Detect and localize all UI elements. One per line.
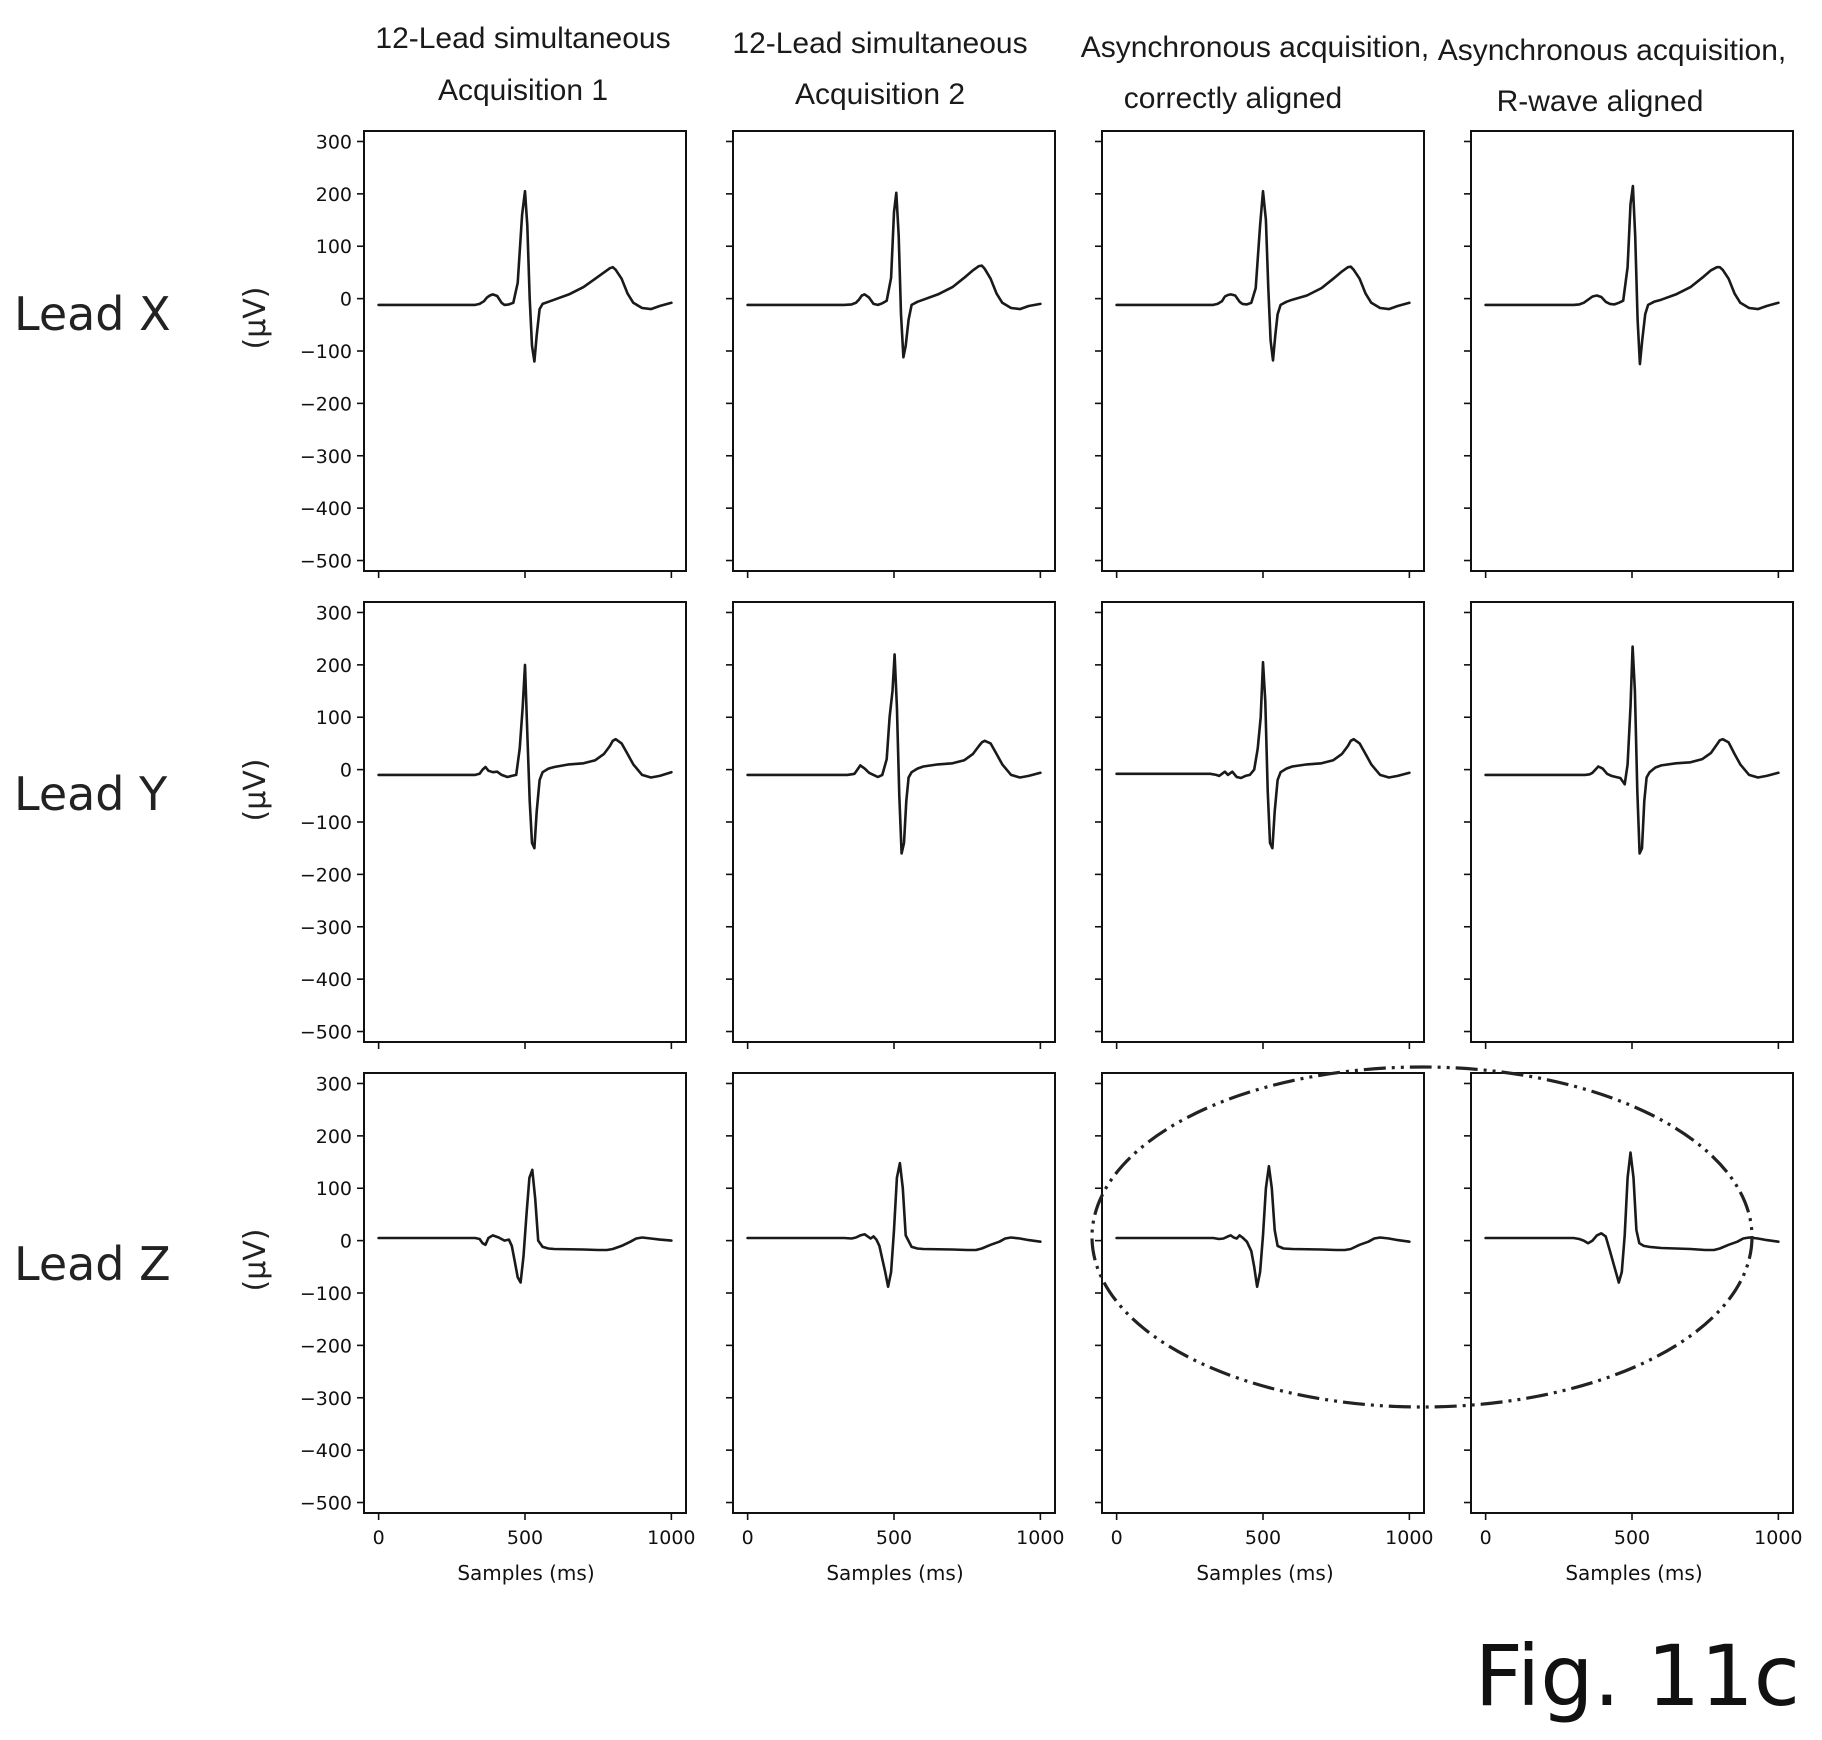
column-title-1-line-1: 12-Lead simultaneous	[375, 22, 670, 55]
y-tick-label: −300	[300, 917, 352, 939]
x-axis-label-col-4: Samples (ms)	[1565, 1561, 1702, 1585]
y-axis-unit-row-3: (μV)	[238, 1228, 273, 1291]
column-title-4-line-1: Asynchronous acquisition,	[1438, 34, 1787, 67]
panel-frame	[732, 130, 1056, 572]
y-tick-label: −100	[300, 341, 352, 363]
x-tick-label: 1000	[1016, 1527, 1064, 1549]
row-label-lead-z: Lead Z	[14, 1237, 171, 1291]
ecg-trace	[1484, 184, 1780, 366]
ecg-trace	[1115, 1164, 1411, 1288]
ecg-trace	[377, 189, 673, 363]
x-tick-label: 500	[876, 1527, 912, 1549]
y-tick-label: −400	[300, 969, 352, 991]
x-tick-label: 500	[1245, 1527, 1281, 1549]
y-tick-label: −500	[300, 1493, 352, 1515]
plot-panels: 3002001000−100−200−300−400−5003002001000…	[300, 130, 1803, 1549]
panel-frame	[1470, 130, 1794, 572]
y-tick-label: −200	[300, 1335, 352, 1357]
column-title-3-line-2: correctly aligned	[1124, 82, 1342, 115]
y-tick-label: −400	[300, 1440, 352, 1462]
column-title-3-line-1: Asynchronous acquisition,	[1081, 31, 1430, 64]
x-axis-label-col-3: Samples (ms)	[1196, 1561, 1333, 1585]
y-tick-label: 300	[316, 602, 352, 624]
ecg-trace	[1115, 189, 1411, 362]
panel-r1-c3	[1095, 130, 1425, 578]
y-tick-label: −100	[300, 812, 352, 834]
y-tick-label: −500	[300, 551, 352, 573]
row-labels: Lead X Lead Y Lead Z	[14, 287, 171, 1291]
ecg-trace	[377, 663, 673, 850]
y-axis-unit-row-1: (μV)	[238, 286, 273, 349]
row-label-lead-y: Lead Y	[14, 767, 168, 821]
row-label-lead-x: Lead X	[14, 287, 171, 341]
column-title-2-line-2: Acquisition 2	[795, 78, 965, 111]
panel-frame	[1101, 1072, 1425, 1514]
y-tick-label: 300	[316, 1073, 352, 1095]
panel-r2-c3	[1095, 601, 1425, 1049]
y-tick-label: 100	[316, 707, 352, 729]
column-title-4-line-2: R-wave aligned	[1497, 85, 1704, 118]
y-tick-label: 100	[316, 236, 352, 258]
panel-frame	[1470, 1072, 1794, 1514]
x-tick-label: 0	[373, 1527, 385, 1549]
x-tick-label: 500	[1614, 1527, 1650, 1549]
ecg-trace	[1484, 1151, 1780, 1284]
ecg-trace	[746, 1161, 1042, 1288]
ecg-trace	[377, 1168, 673, 1284]
y-tick-label: −300	[300, 1388, 352, 1410]
x-tick-label: 0	[1480, 1527, 1492, 1549]
y-tick-label: −100	[300, 1283, 352, 1305]
y-axis-unit-row-2: (μV)	[238, 758, 273, 821]
x-tick-label: 0	[1111, 1527, 1123, 1549]
y-tick-label: −400	[300, 498, 352, 520]
y-tick-label: 0	[340, 289, 352, 311]
panel-r3-c3: 0 500 1000	[1095, 1072, 1434, 1549]
ecg-trace	[746, 191, 1042, 359]
y-tick-label: 100	[316, 1178, 352, 1200]
panel-r3-c4: 0 500 1000	[1464, 1072, 1803, 1549]
ecg-trace	[746, 653, 1042, 855]
panel-frame	[732, 1072, 1056, 1514]
x-tick-label: 1000	[1754, 1527, 1802, 1549]
highlight-ellipse	[1090, 1065, 1754, 1409]
column-title-2-line-1: 12-Lead simultaneous	[732, 27, 1027, 60]
figure-label: Fig. 11c	[1475, 1627, 1800, 1725]
y-tick-label: 300	[316, 131, 352, 153]
column-title-1-line-2: Acquisition 1	[438, 74, 608, 107]
x-axis-label-col-2: Samples (ms)	[826, 1561, 963, 1585]
y-tick-label: 0	[340, 760, 352, 782]
x-axis-labels: Samples (ms) Samples (ms) Samples (ms) S…	[457, 1561, 1702, 1585]
panel-frame	[363, 1072, 687, 1514]
y-tick-label: −300	[300, 446, 352, 468]
y-tick-label: 200	[316, 184, 352, 206]
panel-r2-c2	[726, 601, 1056, 1049]
column-titles: 12-Lead simultaneous Acquisition 1 12-Le…	[375, 22, 1786, 118]
y-tick-label: −500	[300, 1022, 352, 1044]
panel-r1-c4	[1464, 130, 1794, 578]
x-axis-label-col-1: Samples (ms)	[457, 1561, 594, 1585]
panel-r2-c1: 300 200 100 0 −100 −200 −300 −400 −500	[300, 601, 687, 1049]
x-tick-label: 500	[507, 1527, 543, 1549]
ecg-trace	[1484, 645, 1780, 855]
x-tick-label: 1000	[647, 1527, 695, 1549]
y-tick-label: −200	[300, 864, 352, 886]
y-tick-label: 200	[316, 1126, 352, 1148]
y-tick-label: 0	[340, 1231, 352, 1253]
ecg-trace	[1115, 660, 1411, 850]
panel-r1-c2	[726, 130, 1056, 578]
x-tick-label: 0	[742, 1527, 754, 1549]
panel-r1-c1: 300 200 100 0 −100 −200 −300 −400 −500	[300, 130, 687, 578]
x-tick-label: 1000	[1385, 1527, 1433, 1549]
panel-r3-c2: 0 500 1000	[726, 1072, 1065, 1549]
y-tick-label: 200	[316, 655, 352, 677]
y-unit-labels: (μV) (μV) (μV)	[238, 286, 273, 1291]
panel-r2-c4	[1464, 601, 1794, 1049]
y-tick-label: −200	[300, 393, 352, 415]
